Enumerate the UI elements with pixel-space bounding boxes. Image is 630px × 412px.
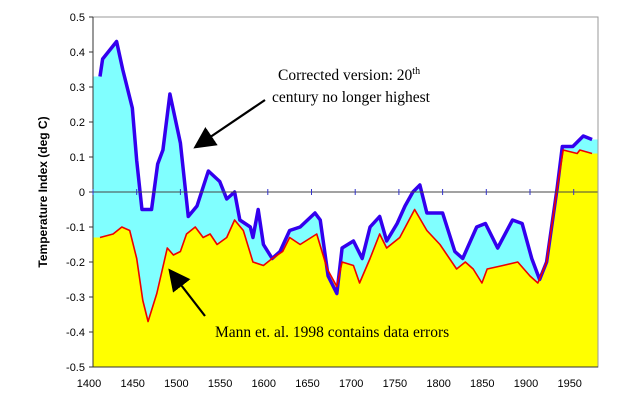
x-tick-label: 1800 xyxy=(426,378,450,390)
y-tick-label: -0.2 xyxy=(66,257,85,269)
annotation-mann: Mann et. al. 1998 contains data errors xyxy=(215,324,449,341)
x-tick-label: 1950 xyxy=(557,378,581,390)
y-axis-title: Temperature Index (deg C) xyxy=(36,116,50,267)
series-lines xyxy=(98,39,593,323)
line-corrected xyxy=(98,39,593,296)
y-tick-label: 0.4 xyxy=(70,47,85,59)
y-tick-label: -0.5 xyxy=(66,362,85,374)
x-tick-label: 1750 xyxy=(383,378,407,390)
y-tick-label: 0.2 xyxy=(70,117,85,129)
line-mann1998 xyxy=(99,149,593,323)
y-tick-label: 0 xyxy=(79,187,85,199)
y-tick-label: -0.4 xyxy=(66,327,85,339)
y-tick-label: 0.5 xyxy=(70,12,85,24)
arrow-corrected xyxy=(193,99,266,149)
axes: 0.5 0.4 0.3 0.2 0.1 0 -0.1 -0.2 -0.3 -0.4 -0.5 1400… xyxy=(66,12,598,390)
area-mann1998 xyxy=(93,150,598,367)
x-tick-label: 1400 xyxy=(77,378,101,390)
x-tick-label: 1900 xyxy=(514,378,538,390)
x-tick-label: 1450 xyxy=(120,378,144,390)
annotation-corrected-line2: century no longer highest xyxy=(272,89,431,106)
annotation-corrected-text: Corrected version: 20 xyxy=(278,67,413,84)
y-tick-label: -0.3 xyxy=(66,292,85,304)
x-tick-label: 1700 xyxy=(339,378,363,390)
y-tick-label: -0.1 xyxy=(66,222,85,234)
arrow-mann xyxy=(168,268,206,317)
x-tick-label: 1550 xyxy=(208,378,232,390)
area-fills xyxy=(93,41,598,367)
x-tick-label: 1500 xyxy=(164,378,188,390)
x-tick-label: 1600 xyxy=(252,378,276,390)
annotation-corrected: Corrected version: 20th xyxy=(278,66,420,84)
x-tick-label: 1650 xyxy=(295,378,319,390)
x-tick-label: 1850 xyxy=(470,378,494,390)
annotation-corrected-sup: th xyxy=(412,66,420,77)
y-tick-label: 0.1 xyxy=(70,152,85,164)
y-tick-label: 0.3 xyxy=(70,82,85,94)
